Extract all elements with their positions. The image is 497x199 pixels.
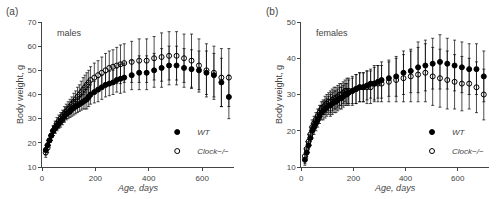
svg-text:400: 400	[142, 174, 156, 183]
svg-text:WT: WT	[197, 128, 211, 137]
svg-text:40: 40	[27, 90, 36, 99]
svg-text:400: 400	[399, 174, 413, 183]
svg-text:10: 10	[287, 163, 296, 172]
svg-text:0: 0	[40, 174, 45, 183]
svg-text:Clock−/−: Clock−/−	[197, 147, 229, 156]
svg-text:20: 20	[27, 139, 36, 148]
svg-text:30: 30	[27, 114, 36, 123]
svg-text:30: 30	[287, 90, 296, 99]
svg-text:50: 50	[287, 18, 296, 27]
svg-text:600: 600	[451, 174, 465, 183]
svg-text:200: 200	[347, 174, 361, 183]
svg-text:Age, days: Age, days	[374, 183, 416, 193]
svg-text:males: males	[57, 28, 82, 38]
svg-text:Clock−/−: Clock−/−	[452, 147, 484, 156]
svg-text:(b): (b)	[266, 6, 278, 17]
svg-text:Body weight, g: Body weight, g	[274, 65, 284, 124]
svg-text:0: 0	[299, 174, 304, 183]
svg-text:females: females	[316, 28, 348, 38]
svg-text:(a): (a)	[6, 6, 18, 17]
svg-text:50: 50	[27, 66, 36, 75]
svg-text:200: 200	[89, 174, 103, 183]
svg-text:60: 60	[27, 42, 36, 51]
svg-text:70: 70	[27, 18, 36, 27]
svg-text:10: 10	[27, 163, 36, 172]
svg-text:WT: WT	[452, 128, 466, 137]
svg-text:Body weight, g: Body weight, g	[15, 65, 25, 124]
svg-text:20: 20	[287, 127, 296, 136]
svg-text:40: 40	[287, 54, 296, 63]
svg-text:Age, days: Age, days	[117, 183, 159, 193]
svg-text:600: 600	[196, 174, 210, 183]
